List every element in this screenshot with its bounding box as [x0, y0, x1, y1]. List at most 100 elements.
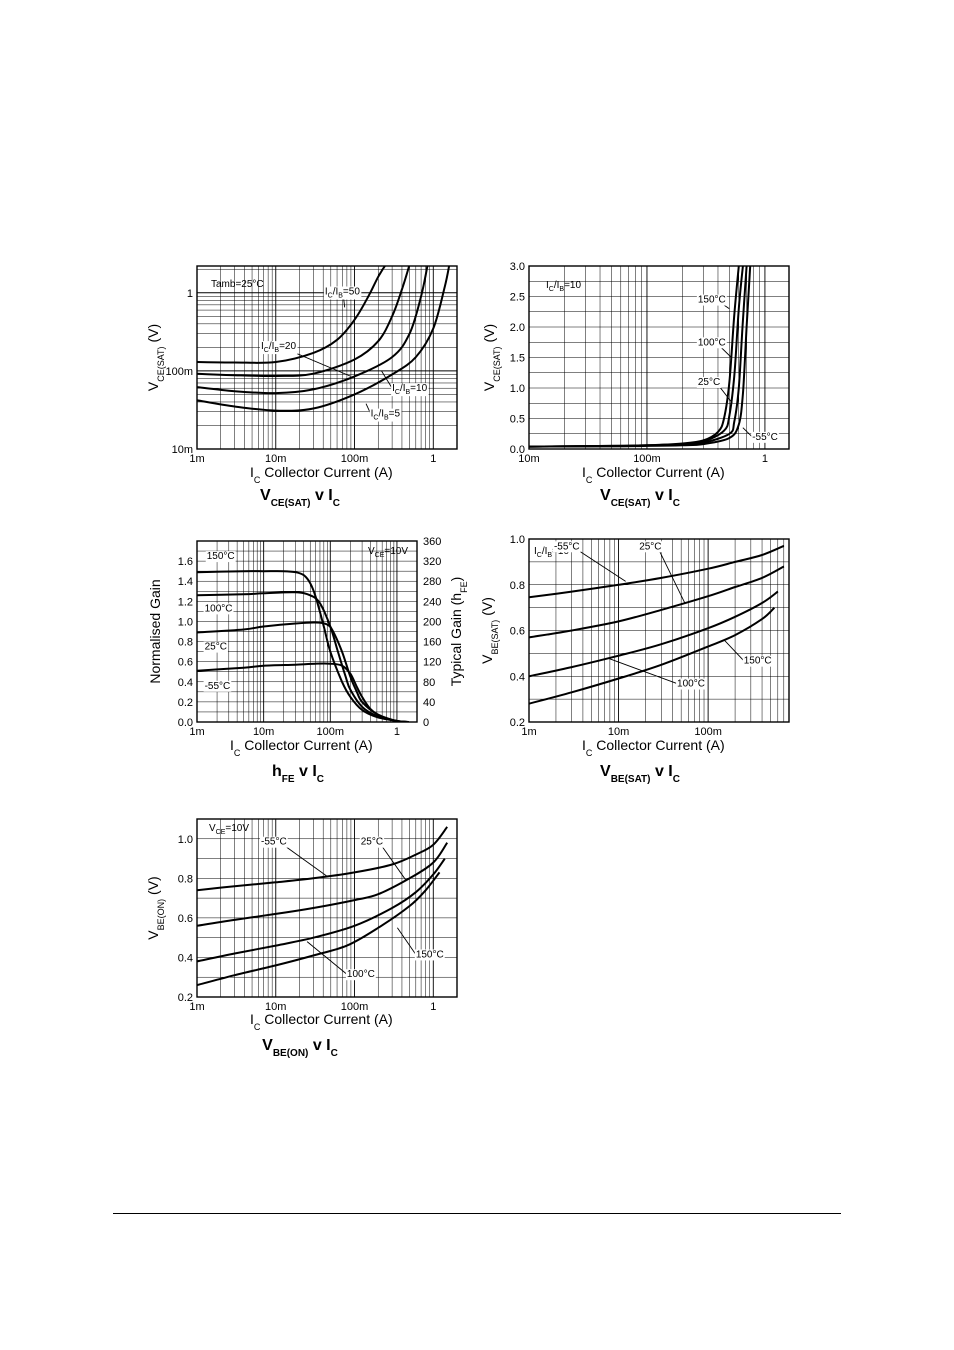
series-line: [197, 266, 451, 412]
plot-frame: [196, 818, 458, 998]
chart-4: 1m 10m 100m 0.2 0.4 0.6 0.8 1.0 IC Collector Cur…: [479, 534, 790, 785]
y2-tick-label: 0: [423, 717, 429, 729]
y-tick-label: 1.4: [178, 576, 193, 588]
y2-tick-label: 240: [423, 596, 441, 608]
y-tick-label: 2.0: [510, 322, 525, 334]
x-tick-label: 1m: [189, 1001, 204, 1013]
series-annotation: IC/IB=20: [261, 341, 296, 354]
series-annotation: 100°C: [698, 337, 726, 348]
y-tick-label: 0.4: [178, 677, 193, 689]
condition-label: VCE=10V: [209, 823, 249, 836]
y2-tick-label: 280: [423, 576, 441, 588]
annotation-leader: [742, 427, 753, 438]
x-tick-label: 1: [430, 453, 436, 465]
series-annotation: 150°C: [744, 656, 772, 667]
x-axis-label: IC Collector Current (A): [250, 1011, 393, 1032]
series-annotation: IC/IB=5: [371, 409, 401, 422]
x-tick-label: 1m: [189, 453, 204, 465]
x-tick-label: 100m: [341, 453, 369, 465]
series-line: [529, 266, 744, 448]
series-line: [197, 662, 409, 722]
chart-5: 1m 10m 100m 1 0.2 0.4 0.6 0.8 1.0 IC Collector Cu…: [145, 818, 458, 1059]
x-axis-label: IC Collector Current (A): [582, 737, 725, 758]
series-annotation: 100°C: [205, 603, 233, 614]
y-tick-label: 0.4: [178, 952, 193, 964]
y2-tick-label: 360: [423, 536, 441, 548]
y-tick-label: 0.8: [178, 637, 193, 649]
y-tick-label: 0.5: [510, 414, 525, 426]
y-axis-label: VBE(ON) (V): [145, 876, 166, 939]
x-axis-label: IC Collector Current (A): [250, 464, 393, 485]
y2-tick-label: 160: [423, 637, 441, 649]
chart-title: VBE(SAT) v IC: [600, 763, 680, 785]
x-tick-label: 100m: [341, 1001, 369, 1013]
y-tick-label: 2.5: [510, 292, 525, 304]
series-line: [529, 606, 776, 705]
x-tick-label: 1m: [521, 726, 536, 738]
y2-tick-label: 80: [423, 677, 435, 689]
y-tick-label: 0.8: [178, 873, 193, 885]
annotation-leader: [381, 370, 393, 389]
y-tick-label: 0.8: [510, 580, 525, 592]
y-tick-label: 0.6: [178, 657, 193, 669]
x-tick-label: 100m: [694, 726, 722, 738]
chart-title: VBE(ON) v IC: [262, 1037, 338, 1059]
x-tick-label: 10m: [265, 453, 286, 465]
chart-title: VCE(SAT) v IC: [260, 487, 340, 509]
grid: [196, 818, 458, 998]
series-annotation: 150°C: [698, 295, 726, 306]
series-annotation: 25°C: [698, 377, 720, 388]
annotation-leader: [723, 639, 745, 661]
y-tick-label: 1.6: [178, 556, 193, 568]
y-tick-label: 0.2: [178, 992, 193, 1004]
annotation-leader: [306, 941, 348, 975]
x-tick-label: 100m: [633, 453, 661, 465]
y-tick-label: 0.2: [178, 697, 193, 709]
chart-title: hFE v IC: [272, 763, 324, 785]
y-tick-label: 1: [187, 288, 193, 300]
series-line: [197, 570, 409, 722]
annotation-leader: [656, 546, 686, 604]
y-tick-label: 3.0: [510, 261, 525, 273]
y-tick-label: 0.6: [510, 626, 525, 638]
series-line: [197, 266, 411, 378]
y-tick-label: 1.0: [510, 383, 525, 395]
y-tick-label: 1.2: [178, 596, 193, 608]
y2-tick-label: 320: [423, 556, 441, 568]
x-tick-label: 1m: [189, 726, 204, 738]
series-line: [197, 871, 441, 987]
series-line: [529, 266, 752, 448]
footer-rule: [113, 1213, 841, 1214]
x-tick-label: 1: [762, 453, 768, 465]
annotation-leader: [571, 545, 626, 582]
y2-tick-label: 200: [423, 616, 441, 628]
chart-2: 10m 100m 1 0.0 0.5 1.0 1.5 2.0 2.5 3.0 IC Collecto…: [481, 261, 790, 509]
condition-label: VCE=10V: [368, 546, 408, 559]
series-line: [529, 590, 779, 678]
series-line: [529, 266, 740, 448]
condition-label: Tamb=25°C: [211, 279, 264, 290]
y-tick-label: 0.2: [510, 717, 525, 729]
x-tick-label: 1: [394, 726, 400, 738]
annotation-leader: [607, 657, 678, 684]
y2-tick-label: 120: [423, 657, 441, 669]
y-tick-label: 10m: [172, 444, 193, 456]
y-tick-label: 1.5: [510, 353, 525, 365]
x-tick-label: 10m: [253, 726, 274, 738]
y-tick-label: 0.0: [510, 444, 525, 456]
plot-frame: [528, 538, 790, 723]
y-axis-label: VCE(SAT) (V): [481, 324, 502, 391]
condition-label: IC/IB=10: [546, 280, 581, 293]
grid: [196, 540, 418, 723]
x-tick-label: 100m: [317, 726, 345, 738]
series-line: [529, 266, 748, 448]
y2-tick-label: 40: [423, 697, 435, 709]
y-tick-label: 0.4: [510, 671, 525, 683]
series-line: [529, 544, 785, 599]
y-axis-label: Normalised Gain: [147, 579, 163, 683]
series-annotation: IC/IB=10: [392, 383, 427, 396]
x-tick-label: 10m: [608, 726, 629, 738]
y-tick-label: 0.6: [178, 913, 193, 925]
series-annotation: -55°C: [554, 541, 580, 552]
y-axis-label: VBE(SAT) (V): [479, 597, 500, 664]
